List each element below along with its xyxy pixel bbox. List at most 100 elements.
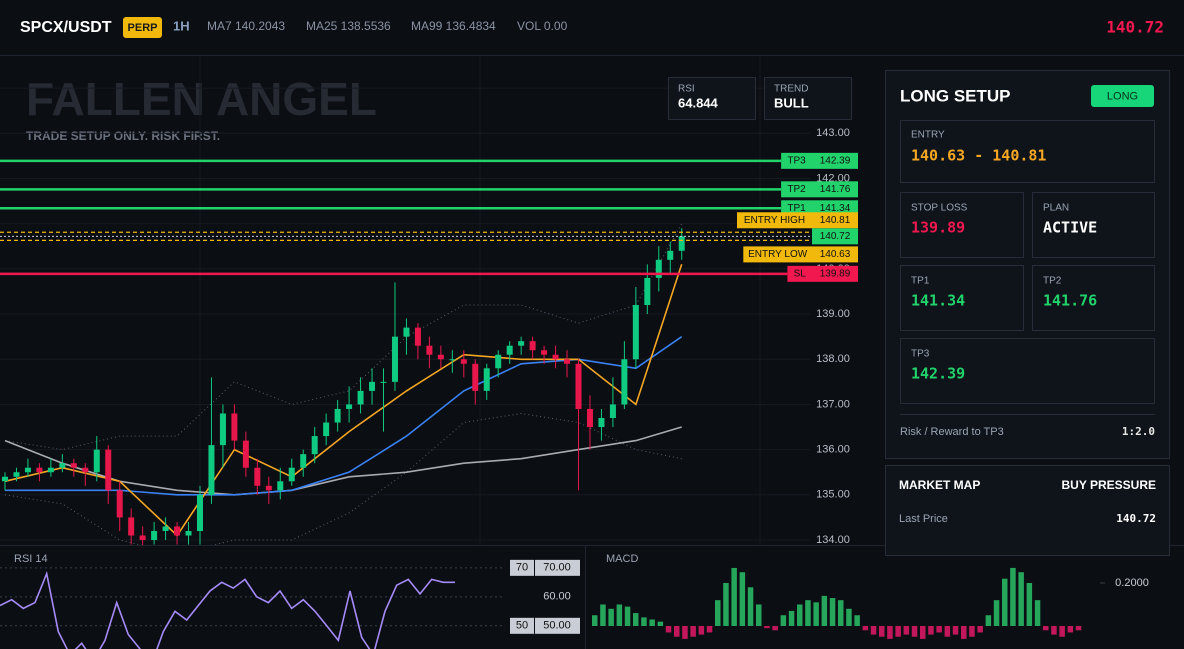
level-label: 70 [516, 562, 528, 574]
long-badge-text: LONG [1107, 90, 1138, 102]
y-tick-label: 135.00 [816, 489, 850, 501]
long-badge [1091, 85, 1154, 107]
plan-label: PLAN [1043, 203, 1069, 214]
macd-bar [1067, 625, 1074, 633]
macd-bar [928, 625, 934, 635]
candle-body [460, 359, 467, 364]
tick-box [535, 559, 580, 576]
macd-bar [747, 587, 754, 626]
tick-box [535, 617, 580, 634]
level-price: 139.89 [820, 268, 851, 279]
tp1-box [900, 265, 1024, 331]
macd-bar [1075, 625, 1082, 631]
trend-box-value: BULL [774, 95, 809, 110]
macd-bar [1043, 625, 1049, 631]
entry-box [900, 120, 1155, 183]
level-tag [787, 265, 812, 282]
macd-bar [641, 617, 647, 626]
candle-body [621, 359, 628, 405]
plot [2, 223, 685, 545]
tp2-value: 141.76 [1043, 292, 1097, 310]
macd-bar [887, 625, 893, 639]
candle-body [311, 436, 318, 455]
candle-body [219, 413, 226, 446]
candle-body [128, 517, 135, 536]
stop-box [900, 192, 1024, 258]
level-label: 50 [516, 620, 528, 632]
y-tick-label: 50.00 [543, 620, 571, 632]
candle-body [391, 336, 398, 382]
rr-label: Risk / Reward to TP3 [900, 426, 1004, 438]
badge-text: PERP [128, 22, 158, 34]
macd-bar [780, 615, 787, 626]
macd-bar [829, 598, 836, 626]
candle-body [288, 467, 295, 482]
level-price: 140.81 [820, 215, 851, 226]
symbol[interactable]: SPCX/USDT [20, 19, 112, 36]
candle-body [564, 359, 571, 364]
candle-body [437, 354, 444, 360]
candle-body [414, 327, 421, 346]
candle-body [162, 526, 169, 531]
tp2-box [1032, 265, 1155, 331]
y-tick-label: 134.00 [816, 534, 850, 546]
macd-bar [1002, 578, 1008, 626]
ma99: MA99 136.4834 [411, 19, 496, 33]
rsi-box [668, 77, 756, 120]
level-price: 141.34 [820, 203, 851, 214]
candle-body [357, 390, 364, 405]
candle-body [82, 467, 89, 473]
macd-bar [969, 625, 975, 637]
level-price: 140.63 [820, 249, 851, 260]
macd-bar [821, 595, 828, 626]
macd-bar [854, 615, 860, 626]
macd-bar [961, 625, 967, 639]
candle-body [231, 413, 238, 441]
candle-body [632, 305, 639, 360]
macd-bar [895, 625, 901, 637]
level-price-box [812, 181, 858, 198]
level-price: 141.76 [820, 184, 851, 195]
candle-body [2, 476, 8, 482]
macd-bar [739, 572, 746, 626]
level-tag [781, 181, 812, 198]
levels: TP3 142.39 TP2 141.76 TP1 141.34 ENTRY HIGH 140… [0, 152, 858, 282]
macd-bar [665, 625, 672, 633]
last-price-label: 140.72 [820, 231, 851, 242]
macd-bar [592, 615, 598, 626]
macd-bar [633, 613, 639, 626]
candle-body [678, 236, 685, 251]
macd-bar [1026, 582, 1033, 626]
market-status: BUY PRESSURE [1062, 478, 1156, 492]
candle-body [426, 345, 433, 355]
macd-bar [805, 600, 811, 626]
watermark-subtitle: TRADE SETUP ONLY. RISK FIRST. [26, 129, 220, 143]
level-tag-text: TP3 [787, 155, 806, 166]
level-price-box [812, 265, 858, 282]
level-tag-text: TP2 [787, 184, 806, 195]
ma-line [4, 223, 683, 451]
candle-body [346, 404, 353, 409]
level-box [510, 617, 534, 634]
macd-bar [616, 604, 623, 626]
candle-body [369, 381, 376, 391]
rsi-line [0, 570, 455, 649]
candle-body [518, 341, 525, 346]
macd-bar [838, 600, 844, 626]
macd-bar [690, 625, 696, 637]
candle-body [151, 530, 158, 541]
entry-value: 140.63 - 140.81 [911, 147, 1046, 165]
macd-bar [1010, 567, 1016, 626]
macd-bar [870, 625, 877, 635]
macd-bar [682, 625, 688, 639]
level-price-box [812, 212, 858, 229]
level-tag [737, 212, 812, 229]
y-tick-label: 138.00 [816, 353, 850, 365]
level-price: 142.39 [820, 155, 851, 166]
candle-body [552, 354, 559, 360]
macd-bar [985, 615, 992, 626]
macd-bar [756, 604, 762, 626]
macd-bar [813, 602, 819, 626]
candle-body [47, 467, 54, 473]
timeframe[interactable]: 1H [173, 18, 190, 33]
